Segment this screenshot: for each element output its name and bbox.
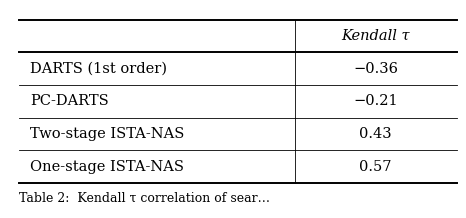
Text: Two-stage ISTA-NAS: Two-stage ISTA-NAS — [30, 127, 185, 141]
Text: Kendall τ: Kendall τ — [341, 29, 410, 43]
Text: Table 2:  Kendall τ correlation of sear…: Table 2: Kendall τ correlation of sear… — [19, 192, 270, 205]
Text: PC-DARTS: PC-DARTS — [30, 94, 109, 108]
Text: DARTS (1st order): DARTS (1st order) — [30, 62, 167, 76]
Text: −0.21: −0.21 — [353, 94, 398, 108]
Text: −0.36: −0.36 — [353, 62, 398, 76]
Text: 0.57: 0.57 — [359, 160, 392, 174]
Text: 0.43: 0.43 — [359, 127, 392, 141]
Text: One-stage ISTA-NAS: One-stage ISTA-NAS — [30, 160, 184, 174]
